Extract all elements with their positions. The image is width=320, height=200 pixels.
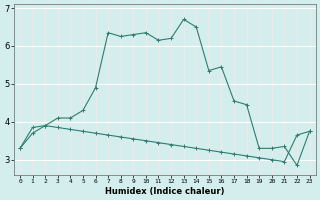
- X-axis label: Humidex (Indice chaleur): Humidex (Indice chaleur): [105, 187, 225, 196]
